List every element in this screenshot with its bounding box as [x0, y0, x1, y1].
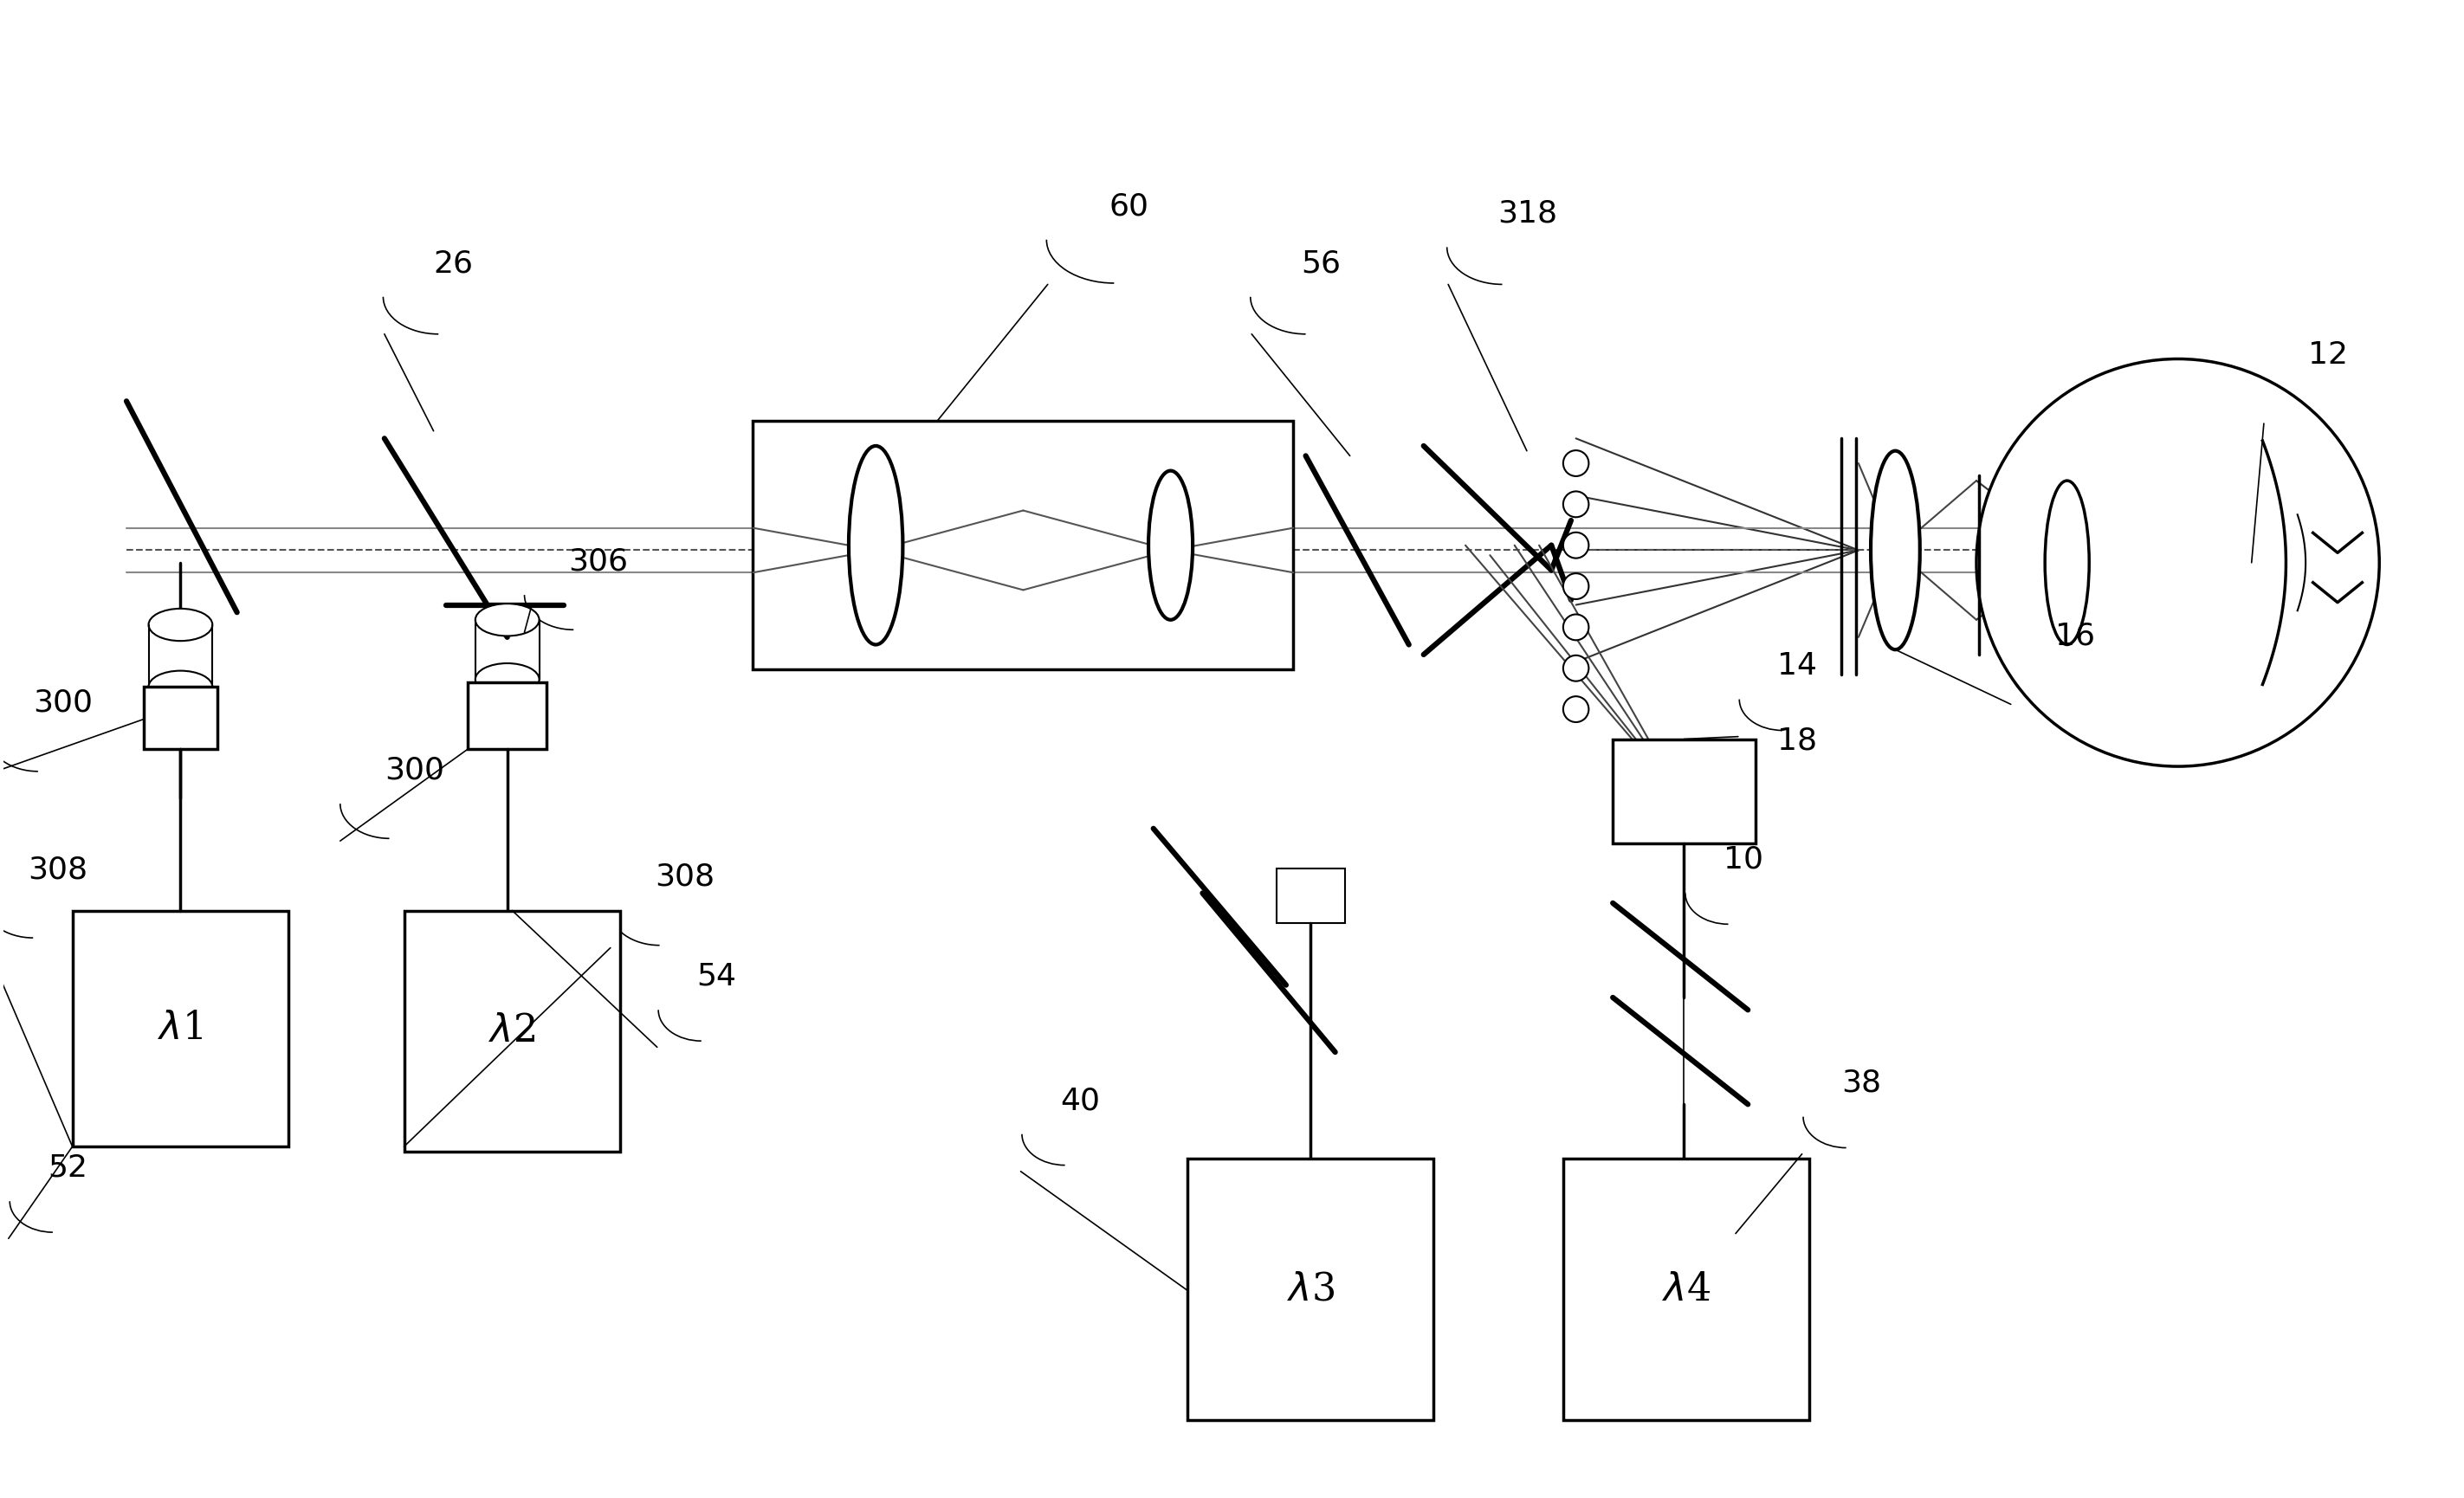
Bar: [71, 911, 288, 1146]
Bar: [1276, 869, 1345, 923]
Text: 54: 54: [697, 962, 737, 992]
Circle shape: [1976, 360, 2380, 767]
Text: 300: 300: [32, 689, 94, 718]
Text: 14: 14: [1777, 652, 1818, 680]
Circle shape: [1562, 655, 1589, 682]
Bar: [754, 421, 1294, 670]
Text: 18: 18: [1777, 725, 1818, 755]
Ellipse shape: [1148, 470, 1193, 620]
Text: 308: 308: [655, 863, 715, 891]
Ellipse shape: [1870, 451, 1919, 650]
Text: 52: 52: [47, 1153, 89, 1182]
Bar: [1614, 739, 1754, 843]
Ellipse shape: [476, 604, 540, 637]
Bar: [1188, 1159, 1434, 1420]
Bar: [404, 911, 621, 1152]
Circle shape: [1562, 574, 1589, 599]
Circle shape: [1562, 491, 1589, 517]
Bar: [1565, 1159, 1809, 1420]
Text: $\lambda$1: $\lambda$1: [158, 1010, 202, 1047]
Circle shape: [1562, 532, 1589, 559]
Text: 38: 38: [1841, 1068, 1880, 1098]
Bar: [143, 688, 217, 749]
Text: 12: 12: [2309, 340, 2348, 370]
Bar: [468, 682, 547, 749]
Text: 318: 318: [1498, 199, 1557, 228]
Ellipse shape: [476, 664, 540, 695]
Ellipse shape: [148, 608, 212, 641]
Circle shape: [1562, 614, 1589, 640]
Text: 10: 10: [1722, 845, 1764, 875]
Ellipse shape: [148, 671, 212, 703]
Text: $\lambda$3: $\lambda$3: [1286, 1270, 1335, 1308]
Text: 26: 26: [434, 249, 473, 279]
Ellipse shape: [2045, 481, 2089, 644]
Text: 60: 60: [1109, 192, 1148, 220]
Circle shape: [1562, 697, 1589, 722]
Text: 16: 16: [2055, 622, 2094, 650]
Text: 300: 300: [384, 755, 444, 785]
Text: 308: 308: [27, 855, 89, 884]
Text: 56: 56: [1301, 249, 1340, 279]
Text: 40: 40: [1060, 1086, 1099, 1116]
Text: $\lambda$2: $\lambda$2: [488, 1013, 535, 1050]
Text: $\lambda$4: $\lambda$4: [1663, 1270, 1710, 1308]
Text: 306: 306: [569, 547, 628, 577]
Ellipse shape: [848, 446, 902, 644]
Circle shape: [1562, 451, 1589, 476]
